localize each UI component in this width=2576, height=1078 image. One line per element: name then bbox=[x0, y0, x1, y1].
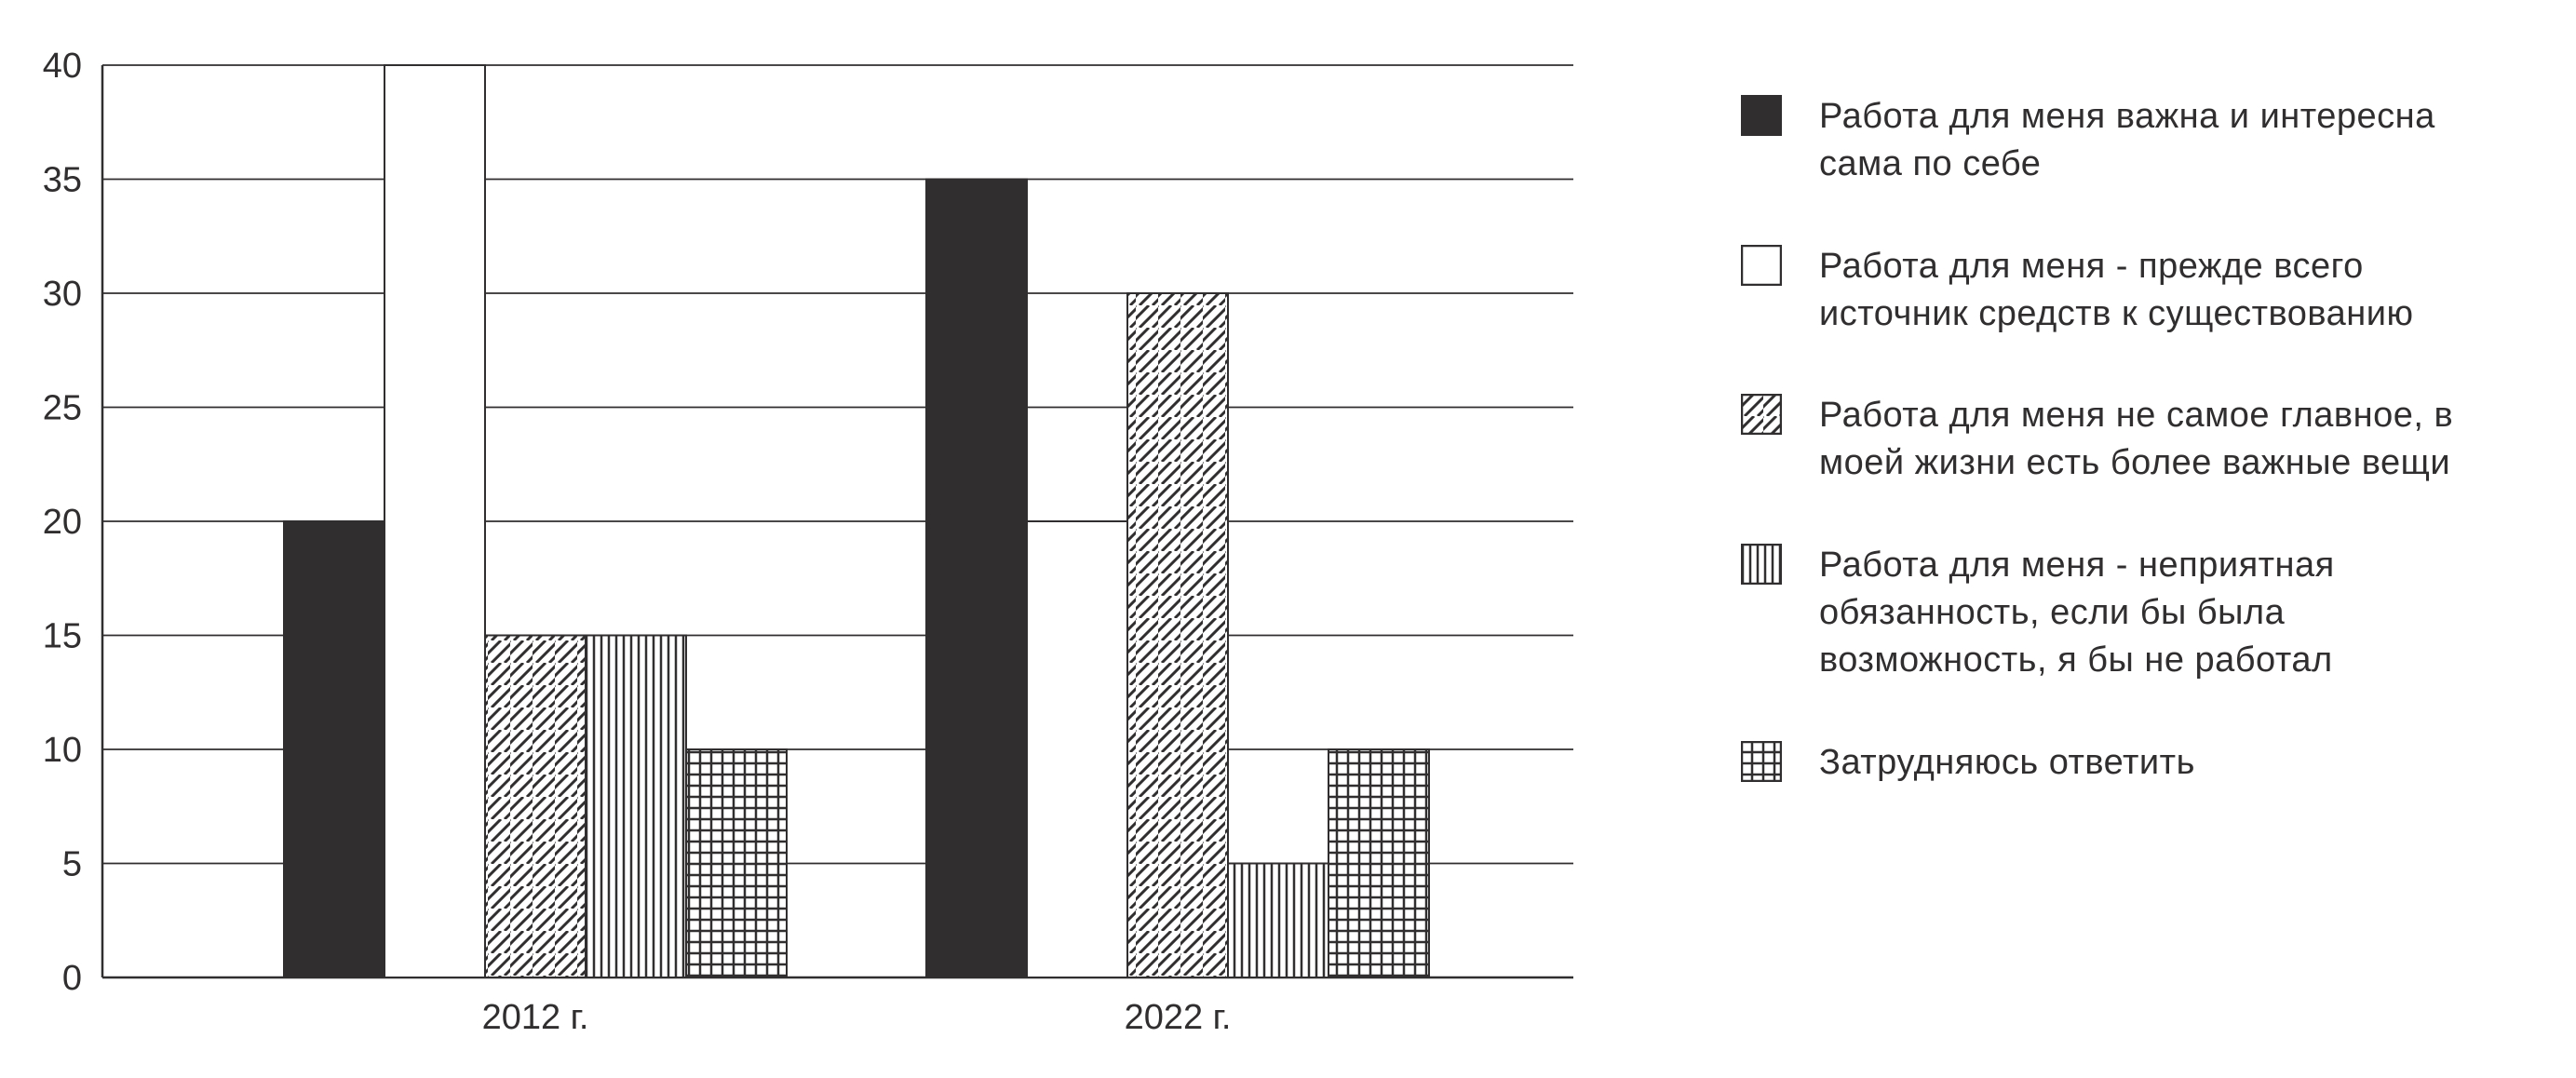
y-tick-label: 30 bbox=[43, 275, 82, 314]
y-tick-label: 35 bbox=[43, 161, 82, 200]
bar bbox=[485, 636, 586, 978]
y-tick-label: 10 bbox=[43, 731, 82, 770]
legend-label: Затрудняюсь ответить bbox=[1819, 739, 2195, 787]
legend-label: Работа для меня - прежде всего источник … bbox=[1819, 243, 2520, 339]
legend-item: Работа для меня не самое главное, в моей… bbox=[1741, 392, 2520, 488]
legend: Работа для меня важна и интересна сама п… bbox=[1601, 37, 2520, 1041]
y-tick-label: 15 bbox=[43, 617, 82, 656]
legend-item: Работа для меня - прежде всего источник … bbox=[1741, 243, 2520, 339]
legend-label: Работа для меня - неприятная обязанность… bbox=[1819, 542, 2520, 685]
bar bbox=[1328, 749, 1429, 977]
chart-plot-area: 0 5 10 15 20 25 30 35 40 2012 г. 2022 г. bbox=[19, 37, 1601, 1041]
bar bbox=[926, 180, 1027, 978]
y-tick-label: 20 bbox=[43, 503, 82, 542]
y-tick-label: 25 bbox=[43, 389, 82, 428]
legend-swatch bbox=[1741, 95, 1782, 136]
y-tick-label: 5 bbox=[62, 845, 82, 884]
legend-label: Работа для меня не самое главное, в моей… bbox=[1819, 392, 2520, 488]
legend-swatch bbox=[1741, 394, 1782, 435]
y-tick-label: 40 bbox=[43, 47, 82, 86]
bar bbox=[1228, 864, 1328, 978]
chart-container: 0 5 10 15 20 25 30 35 40 2012 г. 2022 г. Работа дл… bbox=[0, 0, 2576, 1078]
legend-item: Затрудняюсь ответить bbox=[1741, 739, 2520, 787]
x-tick-label: 2022 г. bbox=[1125, 998, 1232, 1037]
legend-item: Работа для меня - неприятная обязанность… bbox=[1741, 542, 2520, 685]
bar bbox=[284, 521, 384, 977]
legend-swatch bbox=[1741, 544, 1782, 585]
legend-item: Работа для меня важна и интересна сама п… bbox=[1741, 93, 2520, 189]
bar bbox=[1027, 521, 1127, 977]
legend-swatch bbox=[1741, 245, 1782, 286]
y-tick-label: 0 bbox=[62, 959, 82, 998]
bar bbox=[586, 636, 686, 978]
bar bbox=[1127, 293, 1228, 977]
legend-swatch bbox=[1741, 741, 1782, 782]
bar bbox=[686, 749, 787, 977]
x-tick-label: 2012 г. bbox=[482, 998, 589, 1037]
bar bbox=[384, 65, 485, 977]
legend-label: Работа для меня важна и интересна сама п… bbox=[1819, 93, 2520, 189]
bar-chart-svg: 0 5 10 15 20 25 30 35 40 2012 г. 2022 г. bbox=[19, 37, 1601, 1071]
